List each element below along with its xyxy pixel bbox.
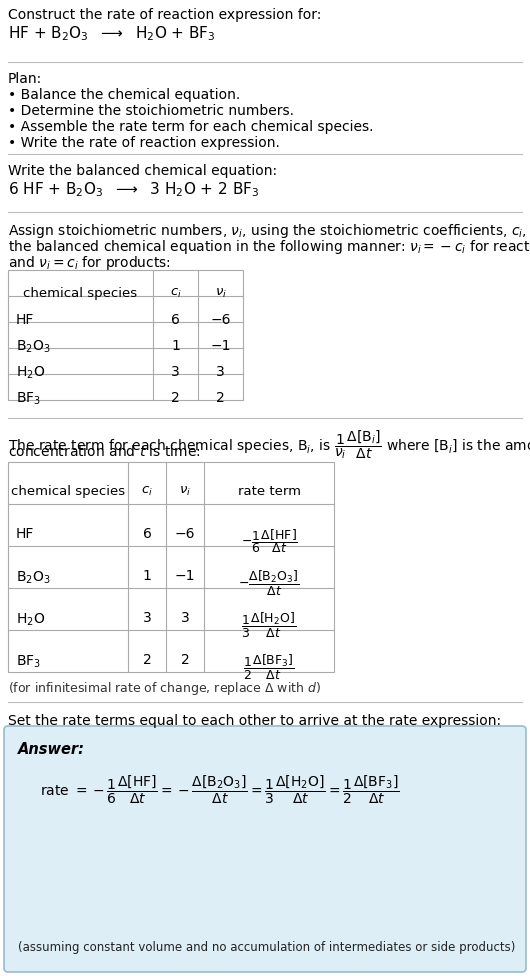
Text: H$_2$O: H$_2$O [16, 611, 45, 628]
Text: Construct the rate of reaction expression for:: Construct the rate of reaction expressio… [8, 8, 321, 22]
Text: • Balance the chemical equation.: • Balance the chemical equation. [8, 88, 240, 102]
Bar [8, 270, 243, 400]
Text: $c_i$: $c_i$ [170, 287, 181, 300]
Text: chemical species: chemical species [11, 485, 125, 498]
Text: B$_2$O$_3$: B$_2$O$_3$ [16, 339, 51, 355]
Text: chemical species: chemical species [23, 287, 138, 300]
Text: 3: 3 [216, 365, 225, 379]
Text: 6: 6 [143, 527, 152, 541]
Text: $-\dfrac{1}{6}\dfrac{\Delta[\mathrm{HF}]}{\Delta t}$: $-\dfrac{1}{6}\dfrac{\Delta[\mathrm{HF}]… [241, 527, 297, 555]
Text: 6 HF + B$_2$O$_3$  $\longrightarrow$  3 H$_2$O + 2 BF$_3$: 6 HF + B$_2$O$_3$ $\longrightarrow$ 3 H$… [8, 180, 259, 199]
Text: 3: 3 [143, 611, 152, 625]
Text: HF: HF [16, 527, 34, 541]
Text: −6: −6 [175, 527, 195, 541]
Text: Answer:: Answer: [18, 742, 85, 757]
Text: $-\dfrac{\Delta[\mathrm{B_2O_3}]}{\Delta t}$: $-\dfrac{\Delta[\mathrm{B_2O_3}]}{\Delta… [238, 569, 299, 598]
Text: rate term: rate term [237, 485, 301, 498]
Text: $c_i$: $c_i$ [141, 485, 153, 498]
Text: HF + B$_2$O$_3$  $\longrightarrow$  H$_2$O + BF$_3$: HF + B$_2$O$_3$ $\longrightarrow$ H$_2$O… [8, 24, 216, 43]
Text: $\nu_i$: $\nu_i$ [215, 287, 226, 300]
Bar [8, 462, 334, 672]
Text: $\dfrac{1}{3}\dfrac{\Delta[\mathrm{H_2O}]}{\Delta t}$: $\dfrac{1}{3}\dfrac{\Delta[\mathrm{H_2O}… [242, 611, 297, 640]
Text: −6: −6 [210, 313, 231, 327]
Text: −1: −1 [210, 339, 231, 353]
Text: BF$_3$: BF$_3$ [16, 391, 41, 407]
Text: (for infinitesimal rate of change, replace $\Delta$ with $d$): (for infinitesimal rate of change, repla… [8, 680, 321, 697]
Text: 6: 6 [171, 313, 180, 327]
Text: 2: 2 [181, 653, 189, 668]
Text: rate $= -\dfrac{1}{6}\dfrac{\Delta[\mathrm{HF}]}{\Delta t} = -\dfrac{\Delta[\mat: rate $= -\dfrac{1}{6}\dfrac{\Delta[\math… [40, 774, 400, 806]
Text: 1: 1 [143, 569, 152, 583]
Text: and $\nu_i = c_i$ for products:: and $\nu_i = c_i$ for products: [8, 254, 171, 272]
Text: Set the rate terms equal to each other to arrive at the rate expression:: Set the rate terms equal to each other t… [8, 714, 501, 728]
FancyBboxPatch shape [4, 726, 526, 972]
Text: the balanced chemical equation in the following manner: $\nu_i = -c_i$ for react: the balanced chemical equation in the fo… [8, 238, 530, 256]
Text: 3: 3 [171, 365, 180, 379]
Text: • Determine the stoichiometric numbers.: • Determine the stoichiometric numbers. [8, 104, 294, 118]
Text: −1: −1 [175, 569, 195, 583]
Text: 1: 1 [171, 339, 180, 353]
Text: (assuming constant volume and no accumulation of intermediates or side products): (assuming constant volume and no accumul… [18, 941, 515, 954]
Text: $\dfrac{1}{2}\dfrac{\Delta[\mathrm{BF_3}]}{\Delta t}$: $\dfrac{1}{2}\dfrac{\Delta[\mathrm{BF_3}… [243, 653, 295, 682]
Text: Write the balanced chemical equation:: Write the balanced chemical equation: [8, 164, 277, 178]
Text: HF: HF [16, 313, 34, 327]
Text: 2: 2 [216, 391, 225, 405]
Text: Assign stoichiometric numbers, $\nu_i$, using the stoichiometric coefficients, $: Assign stoichiometric numbers, $\nu_i$, … [8, 222, 530, 240]
Text: BF$_3$: BF$_3$ [16, 653, 41, 670]
Text: • Write the rate of reaction expression.: • Write the rate of reaction expression. [8, 136, 280, 150]
Text: B$_2$O$_3$: B$_2$O$_3$ [16, 569, 51, 586]
Text: Plan:: Plan: [8, 72, 42, 86]
Text: • Assemble the rate term for each chemical species.: • Assemble the rate term for each chemic… [8, 120, 374, 134]
Text: H$_2$O: H$_2$O [16, 365, 45, 382]
Text: 3: 3 [181, 611, 189, 625]
Text: The rate term for each chemical species, B$_i$, is $\dfrac{1}{\nu_i}\dfrac{\Delt: The rate term for each chemical species,… [8, 428, 530, 461]
Text: 2: 2 [171, 391, 180, 405]
Text: $\nu_i$: $\nu_i$ [179, 485, 191, 498]
Text: 2: 2 [143, 653, 152, 668]
Text: concentration and $t$ is time:: concentration and $t$ is time: [8, 444, 201, 459]
